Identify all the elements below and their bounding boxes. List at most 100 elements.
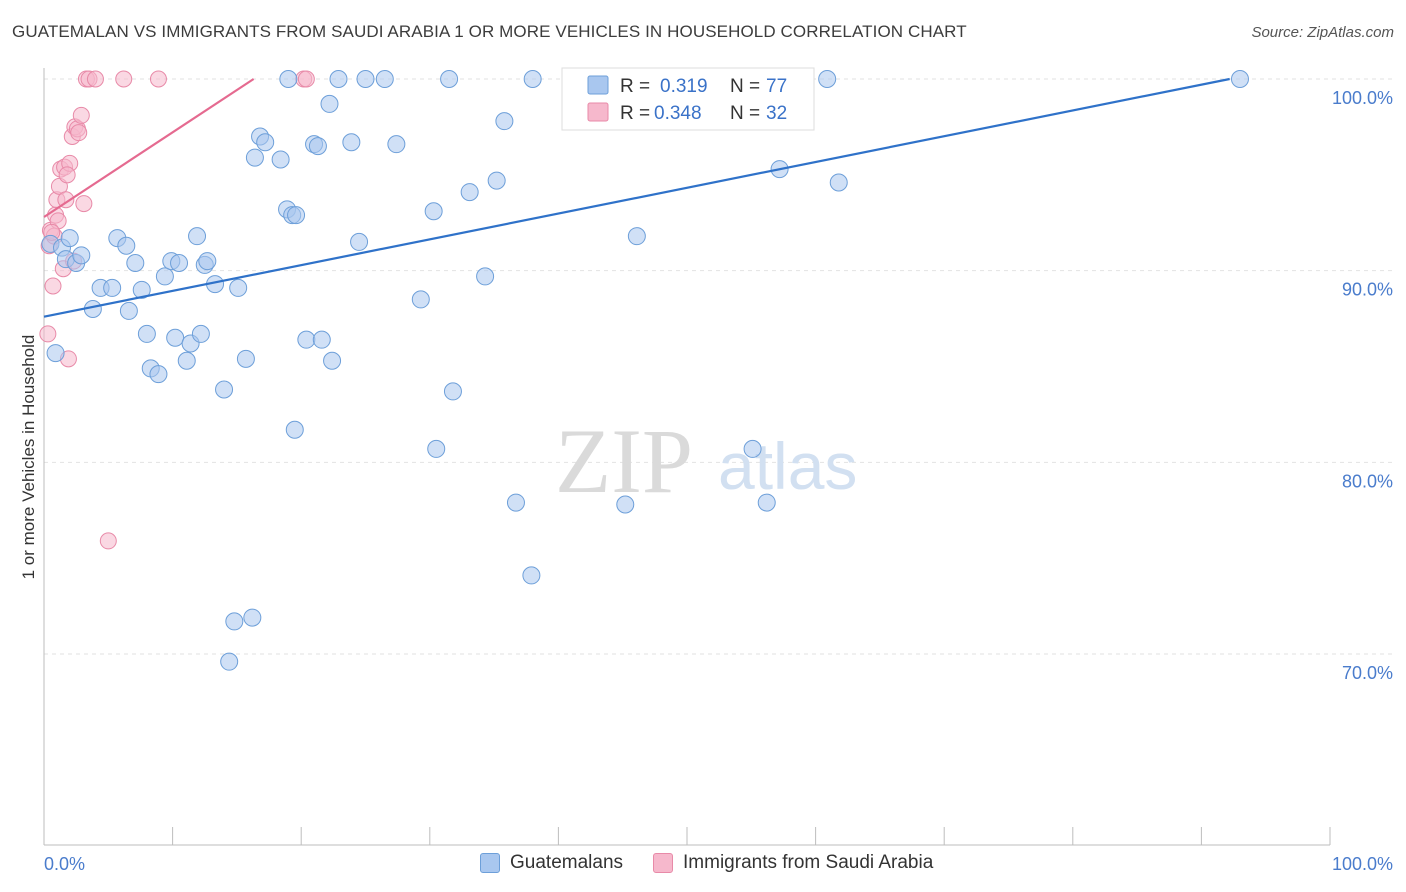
trend-line-guatemalans <box>43 77 1230 318</box>
guatemalans-point <box>329 70 348 88</box>
legend-r-label-2: R = <box>620 103 650 124</box>
y-tick-label: 70.0% <box>1342 663 1393 683</box>
guatemalans-point <box>743 439 762 458</box>
guatemalans-point <box>443 382 462 401</box>
legend-swatch-guatemalans <box>587 75 609 95</box>
saudi-arabia-point <box>99 532 117 550</box>
guatemalans-point <box>60 229 79 248</box>
bottom-legend: Guatemalans Immigrants from Saudi Arabia <box>480 852 963 874</box>
guatemalans-point <box>177 351 196 370</box>
guatemalans-point <box>411 290 430 309</box>
y-tick-labels: 70.0% 80.0% 90.0% 100.0% <box>1332 88 1393 683</box>
guatemalans-point <box>256 133 275 152</box>
guatemalans-point <box>287 206 306 225</box>
guatemalans-point <box>149 365 168 384</box>
guatemalans-point <box>188 227 207 246</box>
guatemalans-point <box>215 380 234 399</box>
watermark: ZIP atlas <box>555 410 857 512</box>
trend-lines <box>43 77 1230 318</box>
series-immigrants-from-saudi-arabia <box>39 70 315 550</box>
y-tick-label: 80.0% <box>1342 471 1393 491</box>
guatemalans-point <box>72 246 91 265</box>
watermark-atlas: atlas <box>718 429 857 503</box>
saudi-arabia-point <box>58 166 76 184</box>
legend-item-saudi-arabia: Immigrants from Saudi Arabia <box>653 852 933 874</box>
y-axis-label: 1 or more Vehicles in Household <box>19 335 38 580</box>
saudi-arabia-point <box>115 70 133 88</box>
guatemalans-point <box>117 236 136 255</box>
guatemalans-point <box>312 330 331 349</box>
guatemalans-point <box>818 70 837 88</box>
chart-title: GUATEMALAN VS IMMIGRANTS FROM SAUDI ARAB… <box>12 22 967 41</box>
guatemalans-point <box>375 70 394 88</box>
legend-swatch-blue <box>480 853 500 873</box>
guatemalans-point <box>323 351 342 370</box>
guatemalans-point <box>829 173 848 192</box>
guatemalans-point <box>387 135 406 154</box>
guatemalans-point <box>220 652 239 671</box>
guatemalans-point <box>198 252 217 271</box>
guatemalans-point <box>757 493 776 512</box>
saudi-arabia-point <box>72 106 90 124</box>
legend-r-value-2: 0.348 <box>654 103 702 124</box>
guatemalans-point <box>285 420 304 439</box>
legend-box: R = 0.319 N = 77 R = 0.348 N = 32 <box>561 67 815 131</box>
legend-r-label-1: R = <box>620 76 650 97</box>
saudi-arabia-point <box>70 124 88 142</box>
guatemalans-point <box>522 566 541 585</box>
guatemalans-point <box>495 112 514 131</box>
guatemalans-point <box>627 227 646 246</box>
series-guatemalans <box>41 70 1249 671</box>
guatemalans-point <box>308 137 327 156</box>
guatemalans-point <box>166 328 185 347</box>
guatemalans-point <box>424 202 443 221</box>
guatemalans-point <box>137 324 156 343</box>
legend-label-saudi-arabia: Immigrants from Saudi Arabia <box>683 852 934 873</box>
guatemalans-point <box>236 349 255 368</box>
saudi-arabia-point <box>297 70 315 88</box>
legend-n-value-2: 32 <box>766 103 787 124</box>
legend-n-value-1: 77 <box>766 76 787 97</box>
guatemalans-point <box>297 330 316 349</box>
guatemalans-point <box>1230 70 1249 88</box>
trend-line-saudi-arabia <box>43 78 255 218</box>
guatemalans-point <box>356 70 375 88</box>
guatemalans-point <box>103 278 122 297</box>
saudi-arabia-point <box>86 70 104 88</box>
guatemalans-point <box>245 148 264 167</box>
guatemalans-point <box>155 267 174 286</box>
guatemalans-point <box>46 344 65 363</box>
guatemalans-point <box>427 439 446 458</box>
guatemalans-point <box>119 301 138 320</box>
legend-r-value-1: 0.319 <box>660 76 708 97</box>
legend-item-guatemalans: Guatemalans <box>480 852 623 874</box>
x-tick-label: 0.0% <box>44 854 85 874</box>
legend-swatch-saudi-arabia <box>587 102 609 122</box>
legend-n-label-1: N = <box>730 76 760 97</box>
guatemalans-point <box>170 254 189 272</box>
source-label: Source: ZipAtlas.com <box>1251 24 1394 41</box>
watermark-zip: ZIP <box>555 410 693 512</box>
guatemalans-point <box>487 171 506 190</box>
guatemalans-point <box>440 70 459 88</box>
guatemalans-point <box>476 267 495 286</box>
guatemalans-point <box>460 183 479 202</box>
guatemalans-point <box>506 493 525 512</box>
saudi-arabia-point <box>39 325 57 343</box>
x-tick-label: 100.0% <box>1332 854 1393 874</box>
saudi-arabia-point <box>75 195 93 213</box>
saudi-arabia-point <box>149 70 167 88</box>
guatemalans-point <box>271 150 290 169</box>
guatemalans-point <box>243 608 262 627</box>
legend-n-label-2: N = <box>730 103 760 124</box>
y-tick-label: 90.0% <box>1342 280 1393 300</box>
guatemalans-point <box>191 324 210 343</box>
guatemalans-point <box>350 232 369 251</box>
guatemalans-point <box>225 612 244 631</box>
saudi-arabia-point <box>44 277 62 295</box>
y-tick-label: 100.0% <box>1332 88 1393 108</box>
legend-label-guatemalans: Guatemalans <box>510 852 624 873</box>
x-tick-labels: 0.0% 100.0% <box>44 854 1393 874</box>
guatemalans-point <box>126 254 145 272</box>
